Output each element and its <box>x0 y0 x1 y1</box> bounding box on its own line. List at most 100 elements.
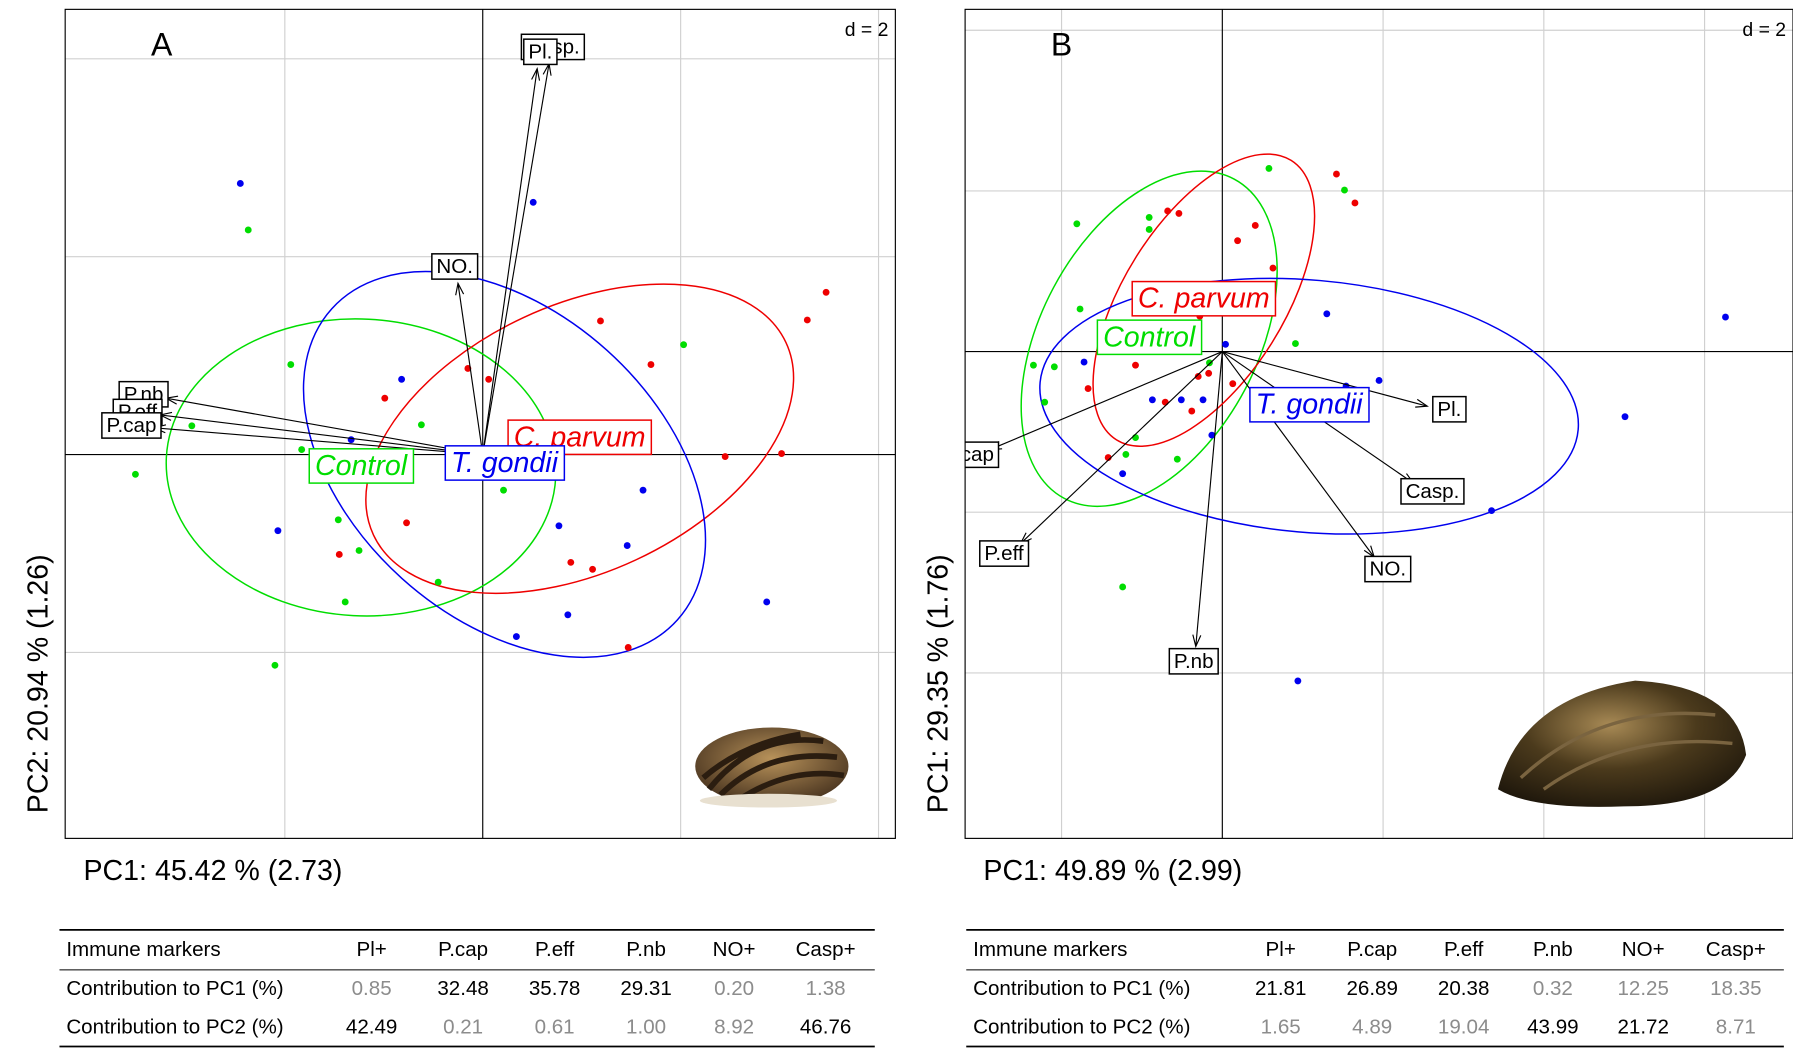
data-point <box>298 446 306 454</box>
data-point <box>1333 170 1340 178</box>
loading-arrow <box>482 68 538 455</box>
group-ellipse <box>302 270 707 659</box>
data-point <box>803 316 811 324</box>
data-point <box>1621 413 1629 421</box>
data-point <box>639 486 647 494</box>
group-label-box <box>1249 386 1370 423</box>
table-cell: 1.00 <box>626 1016 666 1039</box>
table-cell: Contribution to PC1 (%) <box>66 977 283 1000</box>
data-point <box>680 341 688 349</box>
data-point <box>1132 434 1139 441</box>
y-axis-title: PC2: 20.94 % (1.26) <box>23 554 55 813</box>
data-point <box>1229 380 1237 388</box>
group-label-box <box>1096 319 1203 356</box>
panel-label: B <box>1051 27 1072 63</box>
data-point <box>567 558 575 566</box>
data-point <box>721 453 729 460</box>
data-point <box>403 519 410 527</box>
data-point <box>417 421 425 429</box>
data-point <box>1175 209 1183 217</box>
data-point <box>1722 313 1729 321</box>
variable-label-box <box>1400 477 1465 505</box>
data-point <box>271 661 279 669</box>
panel-label: A <box>151 27 173 63</box>
data-point <box>1292 340 1299 347</box>
data-point <box>347 436 355 444</box>
group-ellipse <box>365 283 795 595</box>
table-header: Pl+ <box>1266 938 1296 961</box>
table-cell: 29.31 <box>620 977 671 1000</box>
data-point <box>624 644 632 651</box>
data-point <box>1119 470 1127 478</box>
variable-label: P.eff <box>984 542 1024 565</box>
loading-arrow <box>1020 351 1223 544</box>
table-cell: 46.76 <box>800 1016 852 1039</box>
data-point <box>1323 310 1331 318</box>
group-label-box <box>1131 280 1277 317</box>
table-cell: Contribution to PC1 (%) <box>973 977 1190 1000</box>
table-header: Casp+ <box>1706 938 1766 961</box>
data-point <box>274 527 282 535</box>
scale-label: d = 2 <box>845 19 889 41</box>
loading-arrow <box>1222 351 1428 407</box>
table-cell: 4.89 <box>1352 1016 1392 1039</box>
table-cell: 0.32 <box>1533 977 1573 1000</box>
data-point <box>1208 431 1216 439</box>
data-point <box>334 516 342 524</box>
table-header: NO+ <box>713 938 756 961</box>
group-label-box <box>308 448 415 484</box>
variable-label: Casp. <box>1406 480 1460 503</box>
data-point <box>1177 396 1185 404</box>
x-axis-title: PC1: 45.42 % (2.73) <box>83 855 342 887</box>
data-point <box>597 317 604 325</box>
data-point <box>1251 222 1259 229</box>
data-point <box>1132 361 1139 369</box>
loading-arrow <box>989 351 1223 451</box>
data-point <box>555 522 563 530</box>
data-point <box>341 598 349 606</box>
group-label-box <box>444 445 566 481</box>
table-header: P.cap <box>1347 938 1397 961</box>
loading-arrow <box>1195 351 1223 647</box>
data-point <box>778 450 785 457</box>
group-ellipse <box>1092 153 1316 447</box>
group-label: T. gondii <box>451 447 559 479</box>
table-cell: 18.35 <box>1710 977 1761 1000</box>
table-cell: 1.38 <box>806 977 846 1000</box>
data-point <box>1265 164 1273 172</box>
group-ellipse <box>1039 277 1580 535</box>
table-header: Casp+ <box>796 938 856 961</box>
y-axis-title: PC1: 29.35 % (1.76) <box>922 554 954 813</box>
data-point <box>1269 264 1277 272</box>
data-point <box>500 486 507 494</box>
data-point <box>188 422 196 430</box>
table-header: P.eff <box>535 938 575 961</box>
variable-label: Pl. <box>528 40 552 63</box>
data-point <box>589 565 597 573</box>
data-point <box>1194 373 1202 380</box>
table-header: P.eff <box>1444 938 1484 961</box>
mussel-photo <box>1497 680 1747 807</box>
zebra-mussel-photo <box>695 727 849 808</box>
data-point <box>512 633 520 641</box>
variable-label: NO. <box>1370 558 1407 581</box>
variable-label-box <box>101 412 162 439</box>
loading-arrow <box>154 427 483 456</box>
data-point <box>1119 583 1127 591</box>
data-point <box>647 361 655 368</box>
data-point <box>381 394 389 402</box>
table-header: Pl+ <box>356 938 386 961</box>
table-cell: 42.49 <box>346 1016 397 1039</box>
variable-label: Pl. <box>1437 398 1461 421</box>
table-cell: 0.85 <box>352 977 392 1000</box>
data-point <box>1050 363 1058 371</box>
variable-label: NO. <box>436 255 473 278</box>
loading-arrow <box>160 414 483 456</box>
data-point <box>1294 677 1302 685</box>
table-cell: 21.81 <box>1255 977 1307 1000</box>
data-point <box>1084 385 1092 392</box>
variable-label-box <box>1364 555 1412 583</box>
variable-label: P.nb <box>1174 650 1214 673</box>
